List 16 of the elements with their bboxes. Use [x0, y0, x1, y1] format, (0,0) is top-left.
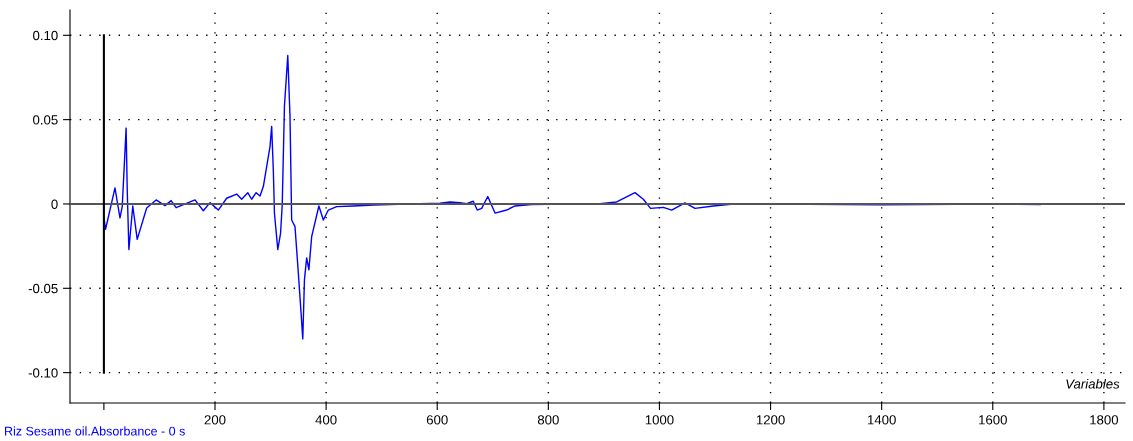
- x-tick-label: 1200: [756, 415, 785, 425]
- y-tick-label: 0.05: [33, 115, 58, 125]
- y-tick-label: 0.10: [33, 30, 58, 41]
- x-tick-label: 600: [426, 415, 448, 425]
- y-tick-label: -0.05: [28, 283, 58, 294]
- y-tick-label: 0: [51, 199, 58, 209]
- x-tick-label: 1000: [645, 415, 674, 425]
- x-tick-label: 1400: [868, 415, 896, 425]
- x-tick-label: 800: [537, 415, 559, 425]
- x-axis-title: Variables: [1066, 378, 1120, 389]
- x-tick-label: 1800: [1090, 415, 1119, 425]
- y-tick-label: -0.10: [28, 368, 58, 378]
- x-tick-label: 200: [204, 415, 226, 425]
- text: Riz Sesame oil.Absorbance - 0 s: [5, 426, 185, 436]
- x-tick-label: 400: [315, 415, 337, 425]
- x-tick-label: 1600: [979, 415, 1007, 425]
